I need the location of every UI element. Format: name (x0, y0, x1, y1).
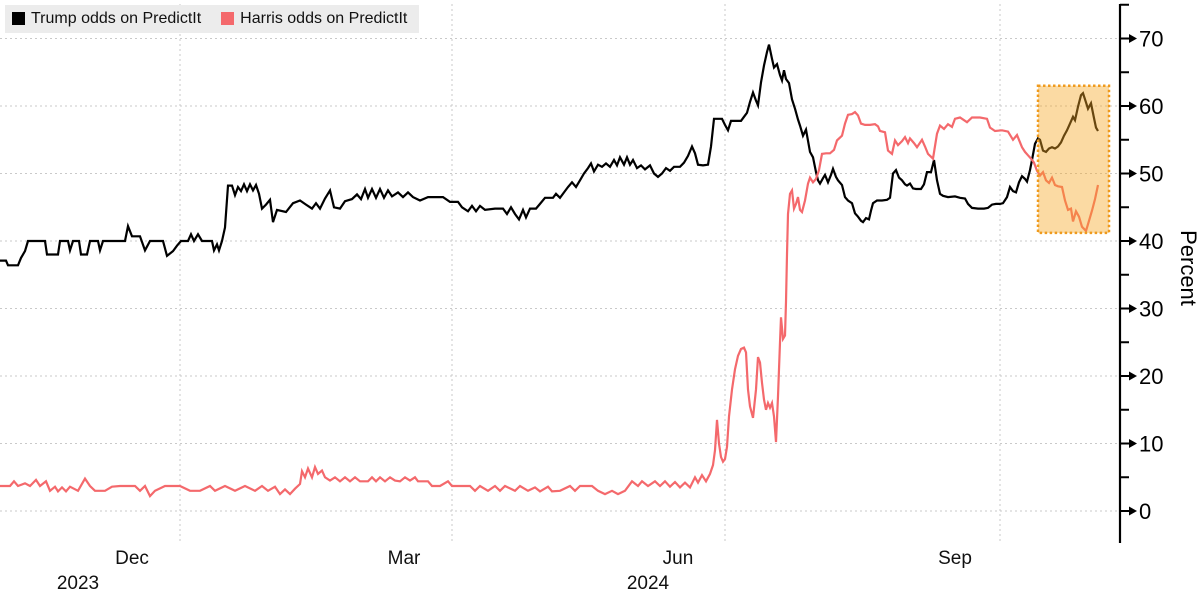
legend: Trump odds on PredictIt Harris odds on P… (5, 5, 420, 34)
legend-item-harris: Harris odds on PredictIt (221, 9, 407, 28)
legend-item-trump: Trump odds on PredictIt (12, 9, 201, 28)
y-tick-label: 0 (1139, 499, 1151, 524)
harris-series-label: Harris odds on PredictIt (240, 10, 408, 27)
y-tick-arrow-icon (1129, 439, 1137, 448)
x-year-label: 2024 (627, 573, 670, 594)
y-tick-label: 60 (1139, 94, 1163, 119)
x-tick-label: Sep (938, 548, 972, 569)
y-tick-label: 50 (1139, 162, 1163, 187)
x-tick-label: Mar (388, 548, 421, 569)
harris-odds-line (0, 110, 1100, 499)
y-tick-arrow-icon (1129, 236, 1137, 246)
y-tick-label: 30 (1139, 297, 1163, 322)
y-tick-arrow-icon (1129, 34, 1137, 43)
trump-series-label: Trump odds on PredictIt (31, 10, 202, 27)
trump-odds-line (0, 44, 1099, 267)
x-tick-label: Jun (663, 548, 694, 569)
y-tick-label: 10 (1139, 432, 1163, 457)
trump-series-swatch (12, 12, 25, 26)
y-tick-arrow-icon (1129, 169, 1137, 178)
harris-series-swatch (221, 12, 235, 26)
y-tick-label: 20 (1139, 364, 1163, 389)
y-axis-title: Percent (1176, 230, 1200, 306)
y-tick-label: 40 (1139, 229, 1163, 254)
y-tick-label: 70 (1139, 27, 1163, 52)
y-tick-arrow-icon (1129, 304, 1137, 313)
y-tick-arrow-icon (1129, 506, 1137, 516)
highlight-region (1036, 84, 1111, 235)
y-tick-arrow-icon (1129, 101, 1137, 111)
x-year-label: 2023 (57, 573, 99, 594)
x-tick-label: Dec (115, 548, 149, 569)
y-tick-arrow-icon (1129, 371, 1137, 381)
